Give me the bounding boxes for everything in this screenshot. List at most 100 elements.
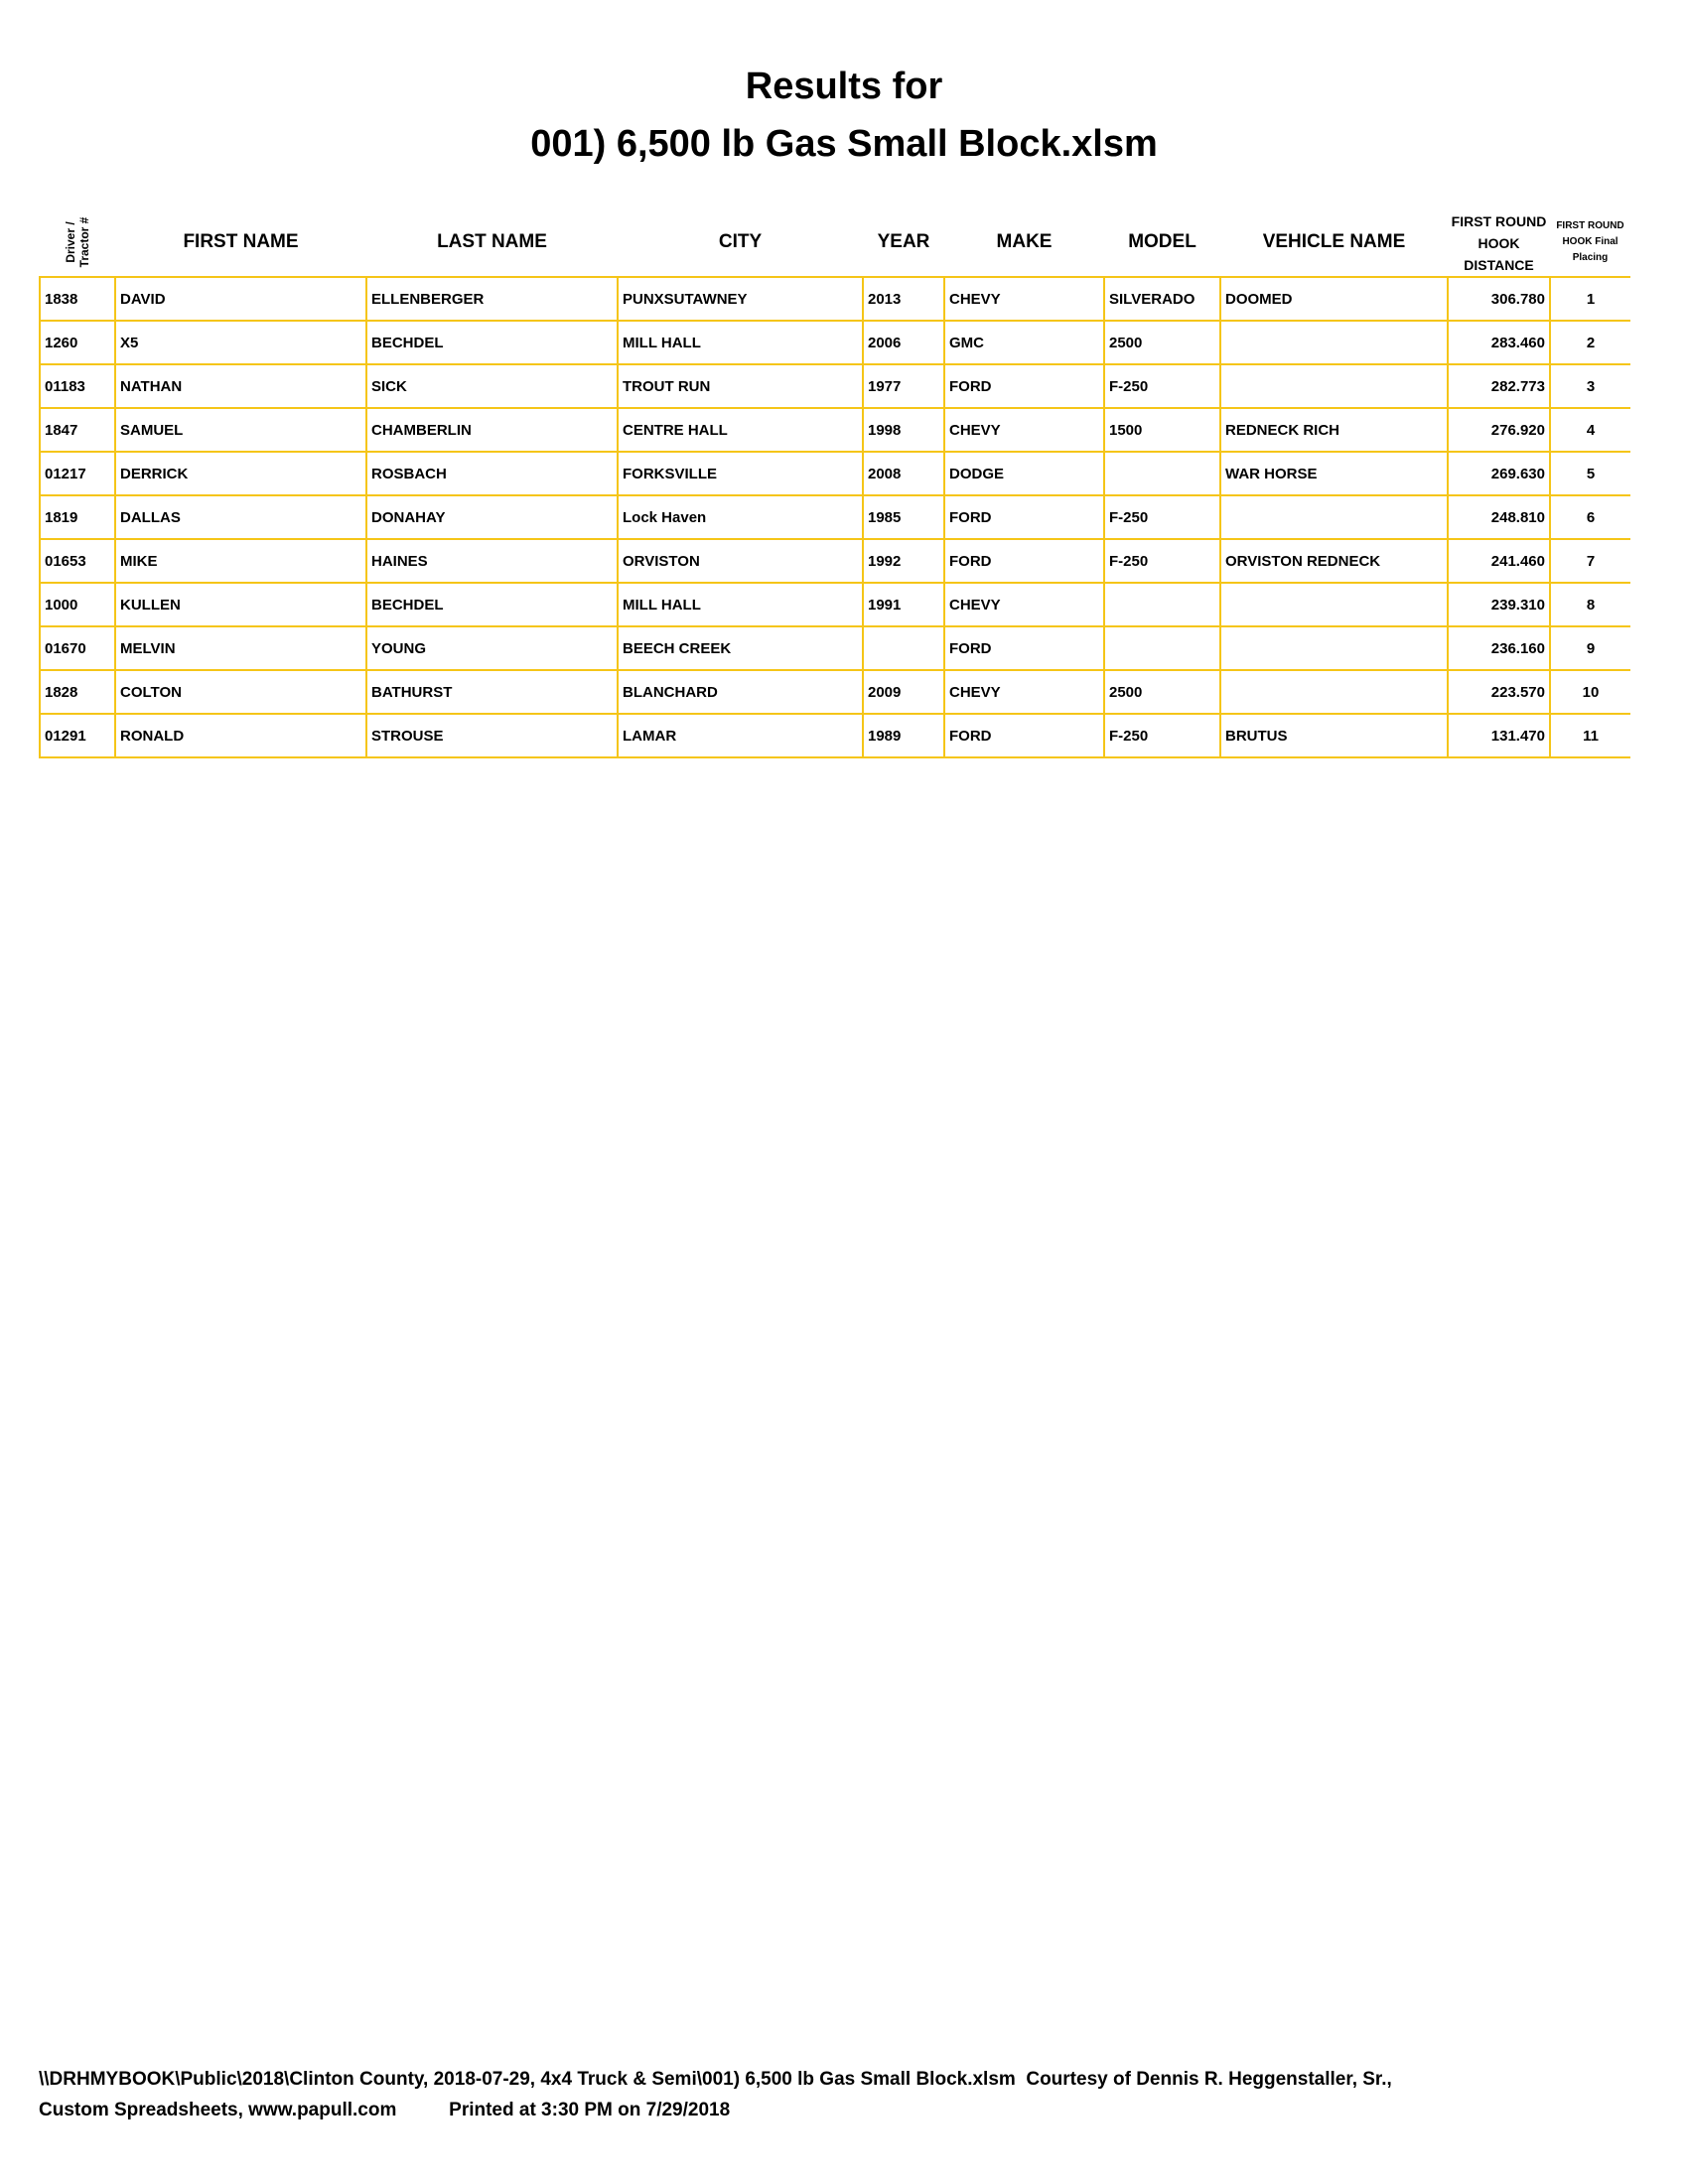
cell-placing: 4	[1549, 407, 1630, 453]
cell-vehicle-name: ORVISTON REDNECK	[1219, 538, 1449, 584]
cell-first-name: DALLAS	[114, 494, 367, 540]
cell-city: MILL HALL	[617, 320, 864, 365]
cell-year: 1989	[862, 713, 945, 758]
cell-vehicle-name: BRUTUS	[1219, 713, 1449, 758]
cell-placing: 10	[1549, 669, 1630, 715]
cell-make: FORD	[943, 363, 1105, 409]
cell-make: FORD	[943, 625, 1105, 671]
cell-vehicle-name	[1219, 363, 1449, 409]
cell-last-name: SICK	[365, 363, 619, 409]
cell-driver-number: 1847	[39, 407, 116, 453]
footer-credit: Custom Spreadsheets, www.papull.com Prin…	[39, 2100, 731, 2120]
cell-first-name: DAVID	[114, 276, 367, 322]
cell-first-name: MIKE	[114, 538, 367, 584]
cell-city: CENTRE HALL	[617, 407, 864, 453]
cell-vehicle-name	[1219, 625, 1449, 671]
cell-distance: 248.810	[1447, 494, 1551, 540]
header-city: CITY	[718, 231, 763, 252]
cell-make: GMC	[943, 320, 1105, 365]
cell-model: F-250	[1103, 538, 1221, 584]
cell-vehicle-name	[1219, 494, 1449, 540]
cell-model: F-250	[1103, 363, 1221, 409]
header-make: MAKE	[996, 231, 1053, 252]
cell-model: F-250	[1103, 713, 1221, 758]
cell-vehicle-name: DOOMED	[1219, 276, 1449, 322]
cell-model	[1103, 451, 1221, 496]
cell-driver-number: 1260	[39, 320, 116, 365]
cell-make: CHEVY	[943, 276, 1105, 322]
cell-first-name: X5	[114, 320, 367, 365]
cell-distance: 241.460	[1447, 538, 1551, 584]
cell-placing: 5	[1549, 451, 1630, 496]
cell-driver-number: 01291	[39, 713, 116, 758]
cell-city: MILL HALL	[617, 582, 864, 627]
page-title: Results for	[745, 66, 943, 107]
cell-city: Lock Haven	[617, 494, 864, 540]
cell-year: 1977	[862, 363, 945, 409]
header-first-name: FIRST NAME	[183, 231, 299, 252]
cell-first-name: SAMUEL	[114, 407, 367, 453]
cell-vehicle-name: REDNECK RICH	[1219, 407, 1449, 453]
cell-first-name: KULLEN	[114, 582, 367, 627]
cell-city: FORKSVILLE	[617, 451, 864, 496]
cell-distance: 283.460	[1447, 320, 1551, 365]
cell-placing: 3	[1549, 363, 1630, 409]
cell-placing: 9	[1549, 625, 1630, 671]
cell-year: 2009	[862, 669, 945, 715]
header-row: Driver / Tractor # FIRST NAME LAST NAME …	[40, 208, 1630, 277]
cell-city: ORVISTON	[617, 538, 864, 584]
cell-last-name: ELLENBERGER	[365, 276, 619, 322]
cell-driver-number: 1819	[39, 494, 116, 540]
cell-make: DODGE	[943, 451, 1105, 496]
results-table: Driver / Tractor # FIRST NAME LAST NAME …	[39, 208, 1630, 758]
cell-distance: 282.773	[1447, 363, 1551, 409]
cell-driver-number: 01217	[39, 451, 116, 496]
cell-distance: 276.920	[1447, 407, 1551, 453]
cell-make: CHEVY	[943, 407, 1105, 453]
header-driver: Driver / Tractor #	[64, 216, 91, 268]
cell-model: 2500	[1103, 669, 1221, 715]
cell-first-name: DERRICK	[114, 451, 367, 496]
cell-distance: 269.630	[1447, 451, 1551, 496]
cell-vehicle-name	[1219, 320, 1449, 365]
cell-city: BEECH CREEK	[617, 625, 864, 671]
cell-model: 2500	[1103, 320, 1221, 365]
table-row: 1847 SAMUEL CHAMBERLIN CENTRE HALL 1998 CHEVY…	[39, 407, 1630, 453]
header-distance: FIRST ROUND HOOK DISTANCE	[1451, 213, 1547, 273]
cell-driver-number: 1838	[39, 276, 116, 322]
cell-driver-number: 1828	[39, 669, 116, 715]
cell-last-name: STROUSE	[365, 713, 619, 758]
cell-year: 1992	[862, 538, 945, 584]
table-row: 1000 KULLEN BECHDEL MILL HALL 1991 CHEVY 239.3…	[39, 582, 1630, 627]
cell-last-name: BECHDEL	[365, 320, 619, 365]
table-row: 1838 DAVID ELLENBERGER PUNXSUTAWNEY 2013 CHEV…	[39, 276, 1630, 322]
cell-vehicle-name	[1219, 669, 1449, 715]
cell-last-name: CHAMBERLIN	[365, 407, 619, 453]
table-row: 01183 NATHAN SICK TROUT RUN 1977 FORD F-250 282…	[39, 363, 1630, 409]
cell-city: LAMAR	[617, 713, 864, 758]
cell-city: BLANCHARD	[617, 669, 864, 715]
cell-last-name: HAINES	[365, 538, 619, 584]
cell-model: 1500	[1103, 407, 1221, 453]
cell-vehicle-name: WAR HORSE	[1219, 451, 1449, 496]
cell-city: TROUT RUN	[617, 363, 864, 409]
cell-last-name: ROSBACH	[365, 451, 619, 496]
header-model: MODEL	[1128, 231, 1196, 252]
cell-driver-number: 01653	[39, 538, 116, 584]
table-row: 1819 DALLAS DONAHAY Lock Haven 1985 FORD F-250…	[39, 494, 1630, 540]
cell-distance: 306.780	[1447, 276, 1551, 322]
cell-first-name: RONALD	[114, 713, 367, 758]
footer-path: \\DRHMYBOOK\Public\2018\Clinton County, …	[39, 2069, 1392, 2090]
cell-first-name: MELVIN	[114, 625, 367, 671]
cell-make: CHEVY	[943, 582, 1105, 627]
table-row: 1828 COLTON BATHURST BLANCHARD 2009 CHEVY 2500…	[39, 669, 1630, 715]
cell-make: FORD	[943, 713, 1105, 758]
cell-distance: 131.470	[1447, 713, 1551, 758]
header-placing: FIRST ROUND HOOK Final Placing	[1556, 220, 1624, 263]
cell-year: 2013	[862, 276, 945, 322]
table-row: 01653 MIKE HAINES ORVISTON 1992 FORD F-250 ORVI…	[39, 538, 1630, 584]
cell-placing: 7	[1549, 538, 1630, 584]
cell-driver-number: 01670	[39, 625, 116, 671]
cell-distance: 236.160	[1447, 625, 1551, 671]
cell-year: 1998	[862, 407, 945, 453]
